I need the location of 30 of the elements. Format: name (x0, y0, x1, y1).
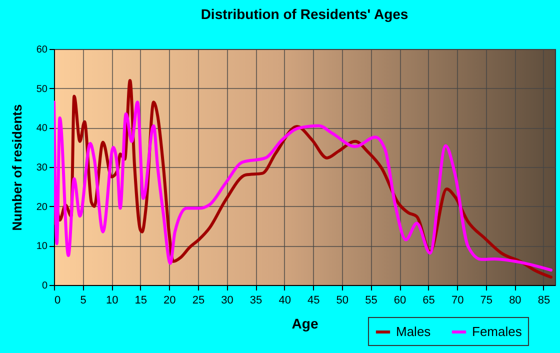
x-tick-label: 55 (365, 294, 378, 306)
x-tick-label: 25 (192, 294, 205, 306)
x-tick-label: 10 (106, 294, 118, 306)
x-tick-label: 45 (308, 294, 320, 306)
y-tick-label: 60 (36, 44, 48, 56)
x-tick-label: 5 (80, 294, 86, 306)
y-axis-title: Number of residents (9, 104, 24, 231)
x-tick-label: 60 (394, 294, 406, 306)
x-tick-label: 0 (54, 294, 61, 306)
x-tick-label: 30 (221, 294, 234, 306)
x-tick-label: 35 (250, 294, 262, 306)
x-tick-label: 15 (134, 294, 148, 306)
y-tick-label: 0 (42, 280, 48, 292)
x-tick-label: 80 (509, 294, 522, 306)
y-tick-label: 30 (36, 162, 48, 174)
x-tick-label: 70 (451, 294, 464, 306)
y-tick-label: 20 (36, 202, 48, 213)
x-tick-label: 85 (538, 294, 550, 306)
y-tick-label: 50 (36, 84, 48, 95)
x-tick-label: 40 (278, 294, 291, 306)
y-tick-label: 10 (36, 241, 48, 252)
x-tick-label: 50 (336, 294, 349, 306)
chart-title: Distribution of Residents' Ages (200, 6, 408, 22)
legend-label: Males (396, 324, 432, 339)
x-axis-title: Age (292, 316, 318, 332)
x-tick-label: 65 (422, 294, 435, 306)
x-tick-label: 75 (480, 294, 493, 306)
x-tick-label: 20 (164, 294, 176, 306)
legend-label: Females (472, 324, 522, 339)
y-tick-label: 40 (36, 123, 48, 134)
